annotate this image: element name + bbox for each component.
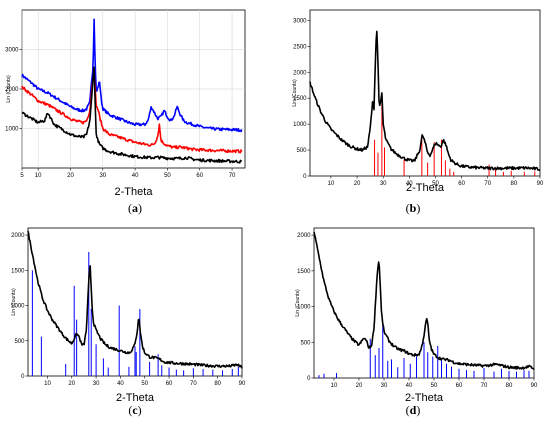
x-tick-label: 90 <box>531 383 538 389</box>
panel-letter: b <box>410 201 417 215</box>
x-tick-label: 70 <box>229 173 236 179</box>
panel-label-open: ( <box>406 201 410 215</box>
x-tick-label: 60 <box>456 383 463 389</box>
plot-frame <box>313 227 535 379</box>
y-tick-label: 0 <box>303 174 307 180</box>
panel-letter: d <box>410 403 417 417</box>
x-tick-label: 80 <box>506 383 513 389</box>
panel-label-close: ) <box>416 403 420 417</box>
y-axis-label: Lin (Counts) <box>11 288 17 316</box>
x-tick-label: 40 <box>117 381 124 387</box>
y-tick-label: 1500 <box>293 96 307 102</box>
panel-label: (a) <box>128 201 142 215</box>
y-tick-label: 3000 <box>293 18 307 24</box>
y-axis-label: Lin (Counts) <box>6 75 12 103</box>
panel-letter: a <box>132 201 138 215</box>
y-tick-label: 1000 <box>11 304 25 310</box>
panel-label-close: ) <box>416 201 420 215</box>
panel-label-open: ( <box>128 201 132 215</box>
panel-label-close: ) <box>138 403 142 417</box>
x-tick-label: 20 <box>68 381 75 387</box>
y-tick-label: 2000 <box>297 233 311 239</box>
x-tick-label: 90 <box>537 181 544 187</box>
series-line-1 <box>313 231 535 370</box>
y-tick-label: 1500 <box>297 269 311 275</box>
panel-label-open: ( <box>128 403 132 417</box>
x-tick-label: 30 <box>381 383 388 389</box>
chart-panel-b: 10 20 30 40 50 60 70 80 90 0 500 1000 1500 2000 2500 30… <box>292 9 544 215</box>
chart-panel-a: 5 10 20 30 40 50 60 70 1000 2000 3000 2-Theta Lin (C… <box>5 9 246 215</box>
y-tick-label: 1000 <box>5 127 19 133</box>
panel-label-open: ( <box>406 403 410 417</box>
x-tick-label: 20 <box>67 173 74 179</box>
panel-label: (c) <box>128 403 141 417</box>
x-tick-label: 50 <box>141 381 148 387</box>
y-tick-label: 2500 <box>293 44 307 50</box>
y-tick-label: 0 <box>21 374 25 380</box>
y-tick-label: 2000 <box>11 233 25 239</box>
y-tick-label: 1000 <box>297 305 311 311</box>
x-tick-label: 50 <box>432 181 439 187</box>
series-line-3 <box>21 66 243 164</box>
x-axis-label: 2-Theta <box>405 392 444 404</box>
x-tick-label: 90 <box>239 381 246 387</box>
x-tick-label: 30 <box>93 381 100 387</box>
x-tick-label: 5 <box>20 173 24 179</box>
series-line-1 <box>21 18 243 133</box>
x-tick-label: 30 <box>99 173 106 179</box>
y-tick-label: 500 <box>296 148 307 154</box>
plot-frame <box>309 9 541 177</box>
x-axis-label: 2-Theta <box>115 186 154 198</box>
x-tick-label: 10 <box>328 181 335 187</box>
x-tick-label: 40 <box>406 181 413 187</box>
x-tick-label: 50 <box>431 383 438 389</box>
y-axis-label: Lin (Counts) <box>292 79 298 107</box>
panel-label-close: ) <box>138 201 142 215</box>
x-tick-label: 70 <box>481 383 488 389</box>
x-tick-label: 80 <box>214 381 221 387</box>
x-tick-label: 40 <box>132 173 139 179</box>
panel-label: (b) <box>406 201 421 215</box>
y-tick-label: 2000 <box>5 87 19 93</box>
y-tick-label: 2000 <box>293 70 307 76</box>
y-tick-label: 1000 <box>293 122 307 128</box>
x-tick-label: 40 <box>406 383 413 389</box>
x-axis-label: 2-Theta <box>116 392 155 404</box>
x-tick-label: 10 <box>331 383 338 389</box>
y-axis-label: Lin (Counts) <box>295 289 301 317</box>
x-tick-label: 70 <box>190 381 197 387</box>
x-tick-label: 30 <box>380 181 387 187</box>
x-tick-label: 60 <box>196 173 203 179</box>
x-tick-label: 10 <box>35 173 42 179</box>
y-tick-label: 500 <box>14 339 25 345</box>
x-tick-label: 70 <box>484 181 491 187</box>
chart-panel-d: 10 20 30 40 50 60 70 80 90 0 500 1000 1500 2000 2-Thet… <box>295 227 538 417</box>
x-tick-label: 10 <box>44 381 51 387</box>
series-line-1 <box>309 30 541 172</box>
x-tick-label: 80 <box>511 181 518 187</box>
series-line-2 <box>21 74 243 154</box>
y-tick-label: 3000 <box>5 48 19 54</box>
x-tick-label: 20 <box>354 181 361 187</box>
y-tick-label: 1500 <box>11 268 25 274</box>
y-tick-label: 0 <box>307 376 311 382</box>
series-line-1 <box>27 230 243 369</box>
x-tick-label: 20 <box>356 383 363 389</box>
x-axis-label: 2-Theta <box>406 182 445 194</box>
x-tick-label: 60 <box>166 381 173 387</box>
x-tick-label: 60 <box>458 181 465 187</box>
y-tick-label: 500 <box>300 340 311 346</box>
panel-label: (d) <box>406 403 421 417</box>
x-tick-label: 50 <box>164 173 171 179</box>
panel-letter: c <box>132 403 138 417</box>
chart-panel-c: 10 20 30 40 50 60 70 80 90 0 500 1000 1500 2000 2-Thet… <box>11 227 246 417</box>
